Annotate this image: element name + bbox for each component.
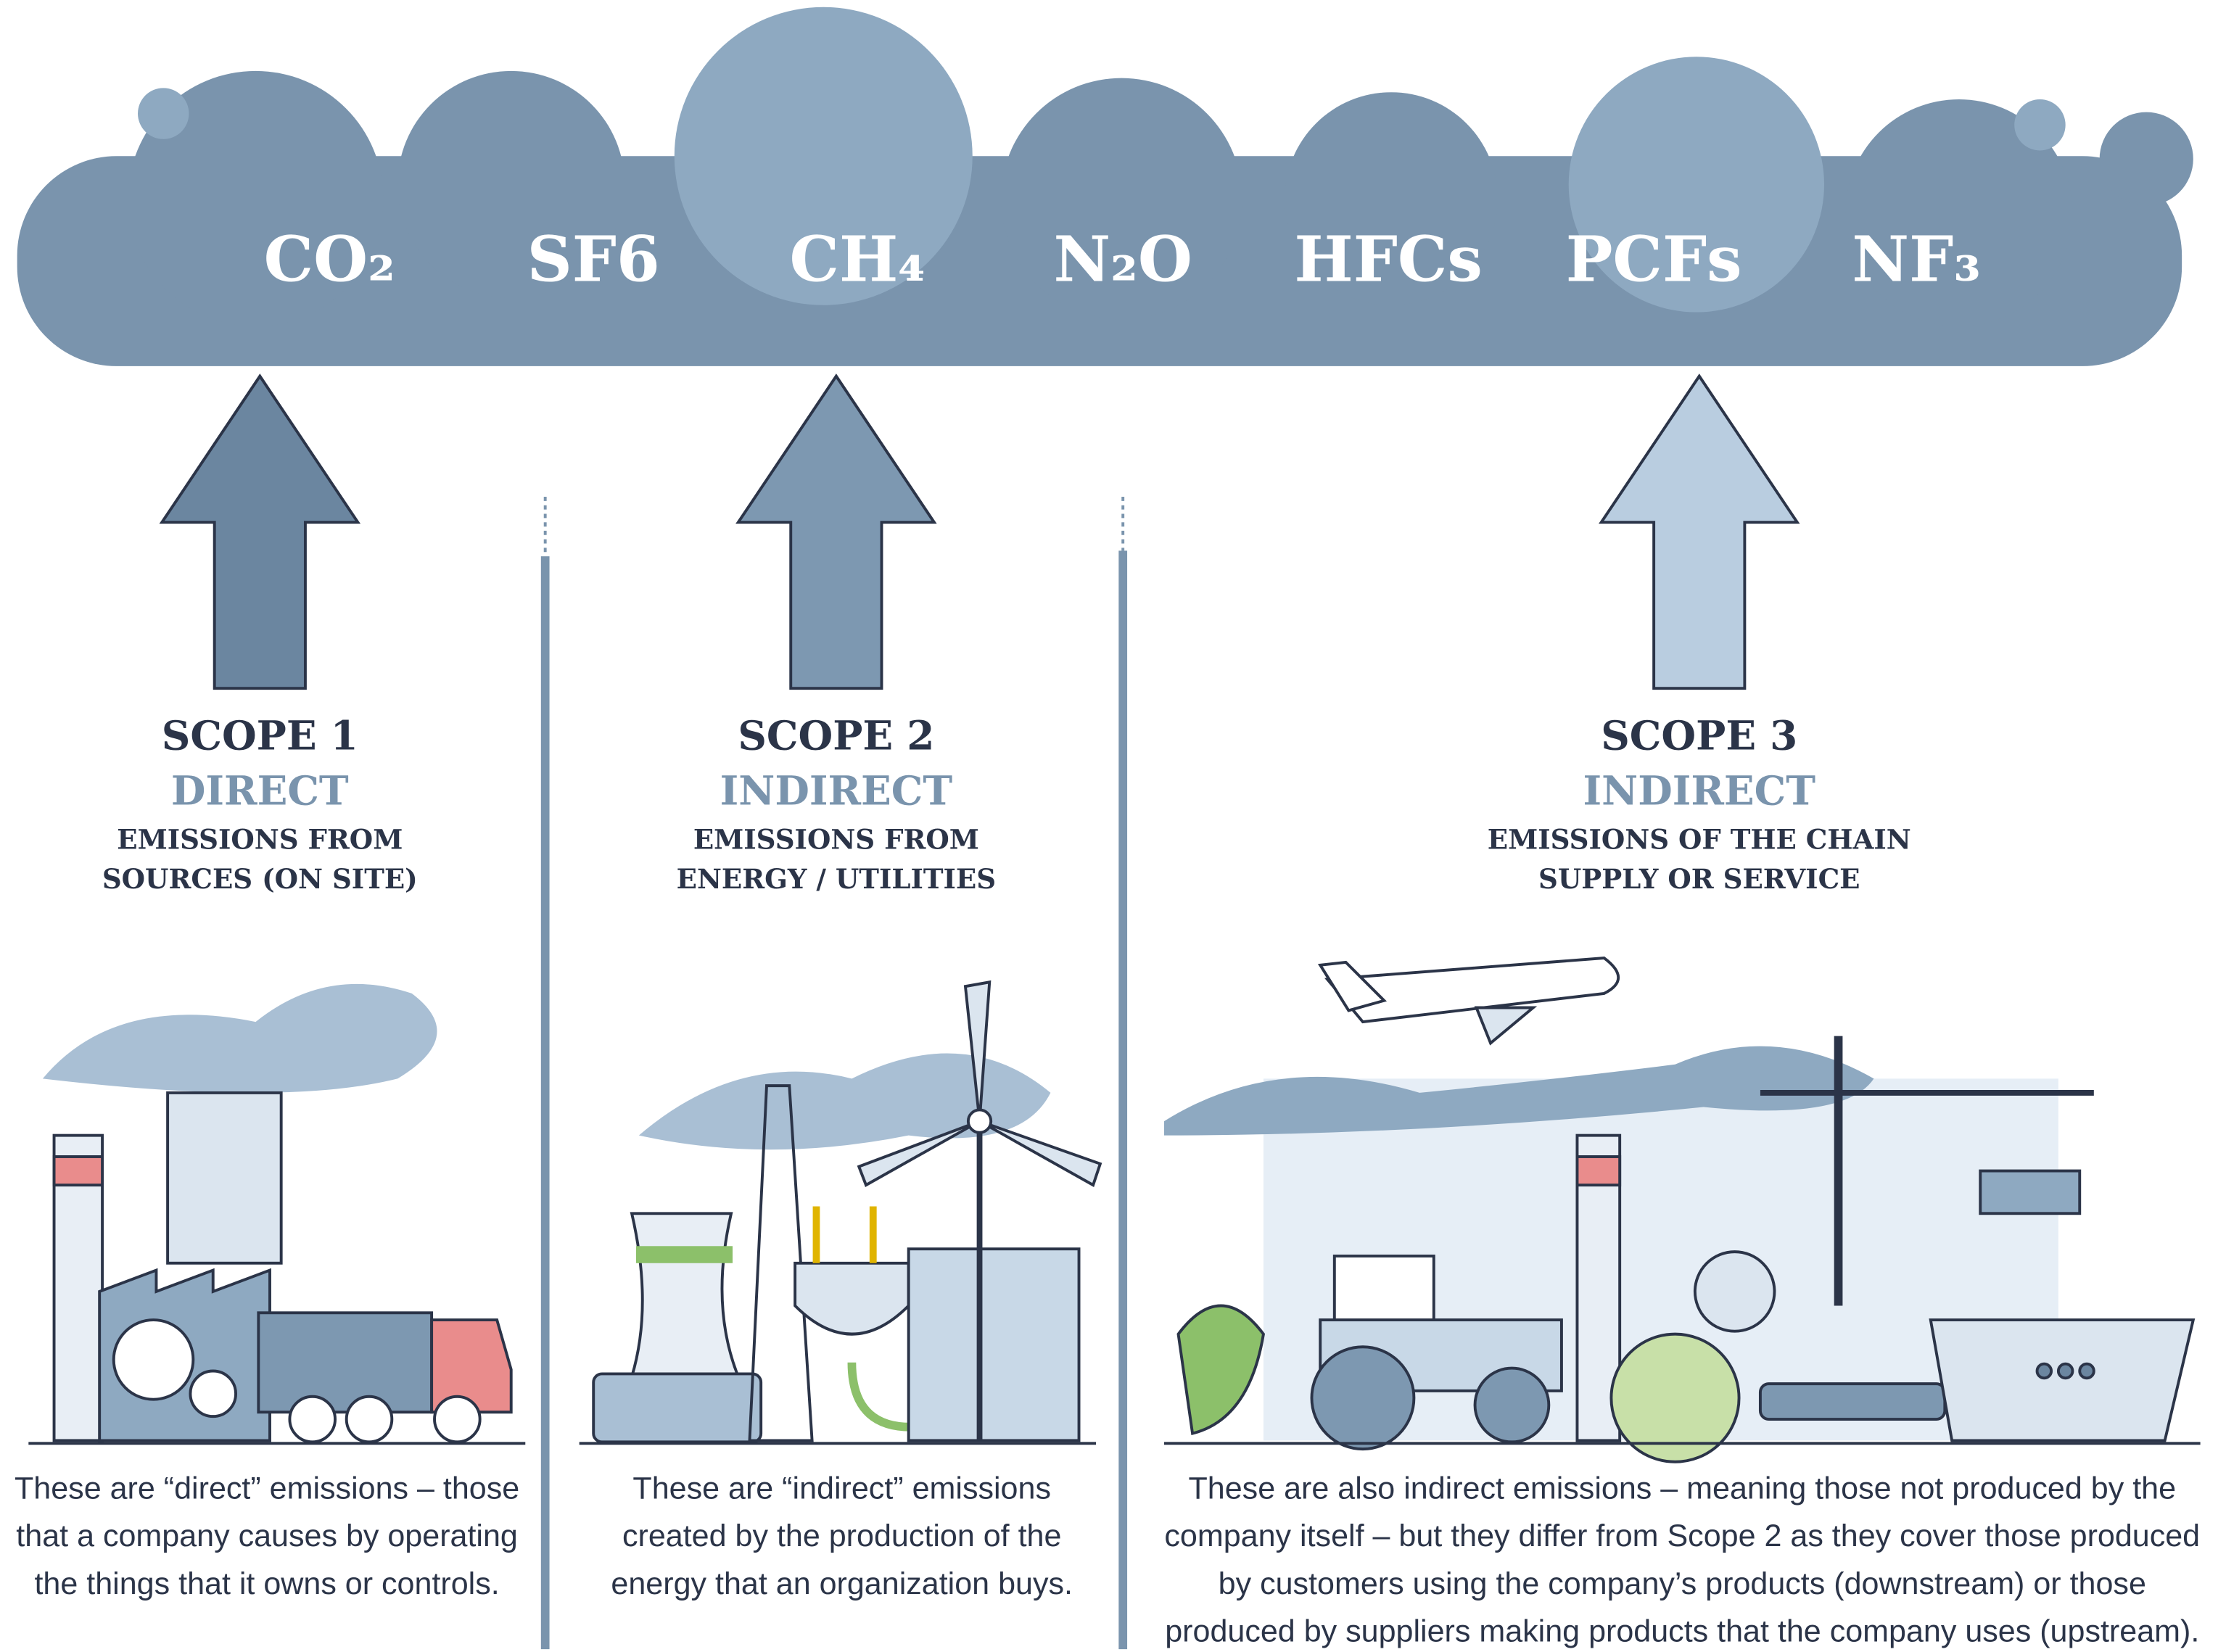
scope-subtitle: EMISSIONS FROM <box>693 823 979 855</box>
gas-label: SF6 <box>527 223 660 296</box>
gas-label: HFCs <box>1294 223 1482 296</box>
illustration-scope-3 <box>1164 958 2201 1462</box>
infographic: CO₂ SF6 CH₄ N₂O HFCs PCFs NF₃ SCOPE 1 DIRECT EMIS… <box>0 0 2226 1652</box>
page: {"gases":["CO₂","SF6","CH₄","N₂O","HFCs"… <box>0 0 2226 1652</box>
scope-type: INDIRECT <box>1583 768 1816 814</box>
scope-description: that a company causes by operating <box>16 1519 518 1553</box>
illustration-scope-1 <box>28 984 525 1443</box>
gas-label: PCFs <box>1566 223 1742 296</box>
scope-description: These are also indirect emissions – mean… <box>1188 1471 2176 1506</box>
scope-description: created by the production of the <box>622 1519 1061 1553</box>
cloud <box>17 7 2193 366</box>
scope-description: These are “direct” emissions – those <box>15 1471 519 1506</box>
scope-description: by customers using the company’s product… <box>1219 1566 2146 1601</box>
gas-label: CO₂ <box>264 223 395 296</box>
scope-type: DIRECT <box>171 768 349 814</box>
scope-description: the things that it owns or controls. <box>34 1566 499 1601</box>
arrows <box>162 376 1797 689</box>
scope-subtitle: SOURCES (ON SITE) <box>102 863 418 895</box>
gas-label: NF₃ <box>1852 223 1981 296</box>
scope-subtitle: EMISSIONS FROM <box>117 823 403 855</box>
gas-label: N₂O <box>1053 223 1192 296</box>
scope-subtitle: ENERGY / UTILITIES <box>677 863 996 895</box>
scope-subtitle: SUPPLY OR SERVICE <box>1538 863 1860 895</box>
scope-title: SCOPE 1 <box>162 712 358 759</box>
scope-subtitle: EMISSIONS OF THE CHAIN <box>1488 823 1911 855</box>
scope-description: energy that an organization buys. <box>611 1566 1073 1601</box>
scope-description: produced by suppliers making products th… <box>1165 1614 2199 1648</box>
scope-description: These are “indirect” emissions <box>632 1471 1051 1506</box>
scope-type: INDIRECT <box>720 768 953 814</box>
scope-description: company itself – but they differ from Sc… <box>1164 1519 2200 1553</box>
illustration-scope-2 <box>580 982 1100 1443</box>
scope-title: SCOPE 3 <box>1601 712 1797 759</box>
gas-label: CH₄ <box>789 223 926 296</box>
scope-title: SCOPE 2 <box>738 712 934 759</box>
